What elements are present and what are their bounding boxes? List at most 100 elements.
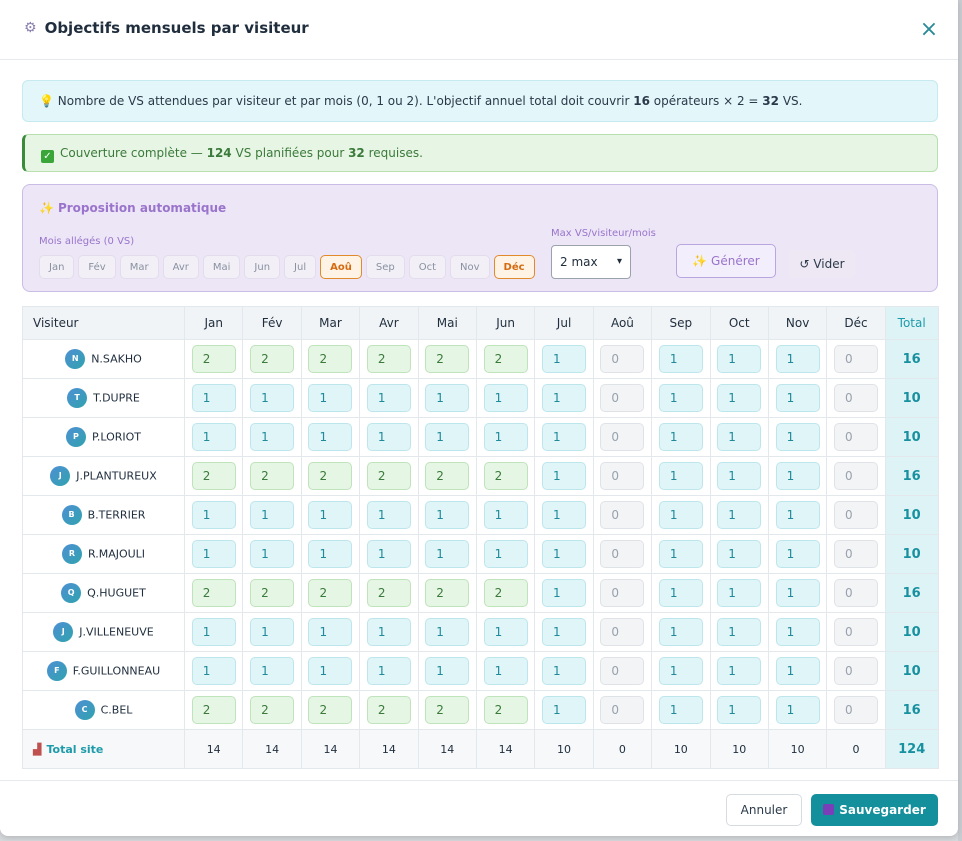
objective-input[interactable]: 1 — [775, 423, 820, 451]
objective-input[interactable]: 0 — [600, 696, 645, 724]
objective-input[interactable]: 0 — [833, 540, 878, 568]
objective-input[interactable]: 1 — [717, 384, 762, 412]
objective-input[interactable]: 0 — [600, 540, 645, 568]
objective-input[interactable]: 2 — [308, 696, 353, 724]
objective-input[interactable]: 1 — [658, 540, 703, 568]
objective-input[interactable]: 2 — [308, 462, 353, 490]
objective-input[interactable]: 0 — [600, 579, 645, 607]
objective-input[interactable]: 1 — [250, 384, 295, 412]
month-chip[interactable]: Fév — [78, 255, 116, 279]
objective-input[interactable]: 1 — [483, 501, 528, 529]
objective-input[interactable]: 1 — [658, 384, 703, 412]
objective-input[interactable]: 1 — [775, 696, 820, 724]
objective-input[interactable]: 0 — [600, 501, 645, 529]
month-chip[interactable]: Aoû — [320, 255, 362, 279]
clear-button[interactable]: ↺ Vider — [789, 250, 855, 278]
objective-input[interactable]: 1 — [191, 540, 236, 568]
objective-input[interactable]: 1 — [191, 618, 236, 646]
objective-input[interactable]: 1 — [366, 618, 411, 646]
month-chip[interactable]: Jun — [244, 255, 281, 279]
objective-input[interactable]: 0 — [833, 384, 878, 412]
objective-input[interactable]: 2 — [191, 345, 236, 373]
objective-input[interactable]: 2 — [250, 462, 295, 490]
objective-input[interactable]: 1 — [191, 423, 236, 451]
objective-input[interactable]: 1 — [717, 579, 762, 607]
objective-input[interactable]: 0 — [833, 345, 878, 373]
objective-input[interactable]: 1 — [483, 384, 528, 412]
objective-input[interactable]: 0 — [833, 423, 878, 451]
objective-input[interactable]: 2 — [308, 345, 353, 373]
objective-input[interactable]: 1 — [658, 657, 703, 685]
objective-input[interactable]: 1 — [775, 345, 820, 373]
generate-button[interactable]: ✨ Générer — [676, 244, 776, 278]
objective-input[interactable]: 0 — [833, 579, 878, 607]
objective-input[interactable]: 1 — [366, 657, 411, 685]
objective-input[interactable]: 0 — [600, 462, 645, 490]
objective-input[interactable]: 1 — [425, 657, 470, 685]
max-vs-select[interactable]: 2 max ▾ — [551, 245, 631, 279]
objective-input[interactable]: 2 — [191, 462, 236, 490]
objective-input[interactable]: 1 — [717, 462, 762, 490]
objective-input[interactable]: 1 — [483, 423, 528, 451]
objective-input[interactable]: 1 — [308, 540, 353, 568]
objective-input[interactable]: 2 — [483, 696, 528, 724]
objective-input[interactable]: 1 — [191, 501, 236, 529]
objective-input[interactable]: 1 — [775, 579, 820, 607]
objective-input[interactable]: 2 — [483, 579, 528, 607]
objective-input[interactable]: 1 — [658, 501, 703, 529]
objective-input[interactable]: 1 — [717, 618, 762, 646]
objective-input[interactable]: 1 — [366, 501, 411, 529]
objective-input[interactable]: 2 — [366, 696, 411, 724]
save-button[interactable]: Sauvegarder — [811, 794, 938, 826]
month-chip[interactable]: Avr — [162, 255, 199, 279]
objective-input[interactable]: 1 — [658, 579, 703, 607]
objective-input[interactable]: 1 — [542, 501, 587, 529]
objective-input[interactable]: 1 — [366, 540, 411, 568]
objective-input[interactable]: 1 — [366, 423, 411, 451]
objective-input[interactable]: 1 — [542, 696, 587, 724]
objective-input[interactable]: 1 — [250, 501, 295, 529]
month-chip[interactable]: Mai — [202, 255, 241, 279]
month-chip[interactable]: Oct — [408, 255, 447, 279]
objective-input[interactable]: 1 — [308, 657, 353, 685]
objective-input[interactable]: 2 — [250, 579, 295, 607]
objective-input[interactable]: 1 — [717, 657, 762, 685]
objective-input[interactable]: 2 — [250, 345, 295, 373]
objective-input[interactable]: 1 — [250, 423, 295, 451]
objective-input[interactable]: 2 — [366, 579, 411, 607]
objective-input[interactable]: 0 — [833, 501, 878, 529]
objective-input[interactable]: 0 — [833, 618, 878, 646]
month-chip[interactable]: Déc — [493, 255, 535, 279]
objective-input[interactable]: 1 — [308, 501, 353, 529]
objective-input[interactable]: 1 — [542, 423, 587, 451]
objective-input[interactable]: 1 — [717, 540, 762, 568]
objective-input[interactable]: 2 — [191, 579, 236, 607]
objective-input[interactable]: 1 — [366, 384, 411, 412]
objective-input[interactable]: 0 — [600, 423, 645, 451]
objective-input[interactable]: 0 — [600, 345, 645, 373]
month-chip[interactable]: Nov — [450, 255, 490, 279]
objective-input[interactable]: 0 — [833, 696, 878, 724]
month-chip[interactable]: Mar — [119, 255, 159, 279]
objective-input[interactable]: 1 — [425, 384, 470, 412]
objective-input[interactable]: 1 — [658, 345, 703, 373]
objective-input[interactable]: 1 — [542, 345, 587, 373]
objective-input[interactable]: 1 — [542, 618, 587, 646]
objective-input[interactable]: 1 — [542, 579, 587, 607]
objective-input[interactable]: 2 — [483, 462, 528, 490]
objective-input[interactable]: 1 — [308, 423, 353, 451]
objective-input[interactable]: 1 — [658, 618, 703, 646]
objective-input[interactable]: 2 — [250, 696, 295, 724]
objective-input[interactable]: 1 — [191, 657, 236, 685]
objective-input[interactable]: 1 — [425, 618, 470, 646]
objective-input[interactable]: 1 — [775, 657, 820, 685]
month-chip[interactable]: Jul — [284, 255, 317, 279]
objective-input[interactable]: 2 — [366, 345, 411, 373]
objective-input[interactable]: 2 — [425, 345, 470, 373]
objective-input[interactable]: 1 — [308, 384, 353, 412]
objective-input[interactable]: 2 — [308, 579, 353, 607]
objective-input[interactable]: 2 — [425, 696, 470, 724]
objective-input[interactable]: 2 — [366, 462, 411, 490]
objective-input[interactable]: 1 — [658, 423, 703, 451]
objective-input[interactable]: 1 — [425, 501, 470, 529]
